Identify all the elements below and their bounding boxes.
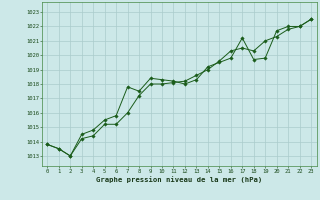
X-axis label: Graphe pression niveau de la mer (hPa): Graphe pression niveau de la mer (hPa)	[96, 176, 262, 183]
